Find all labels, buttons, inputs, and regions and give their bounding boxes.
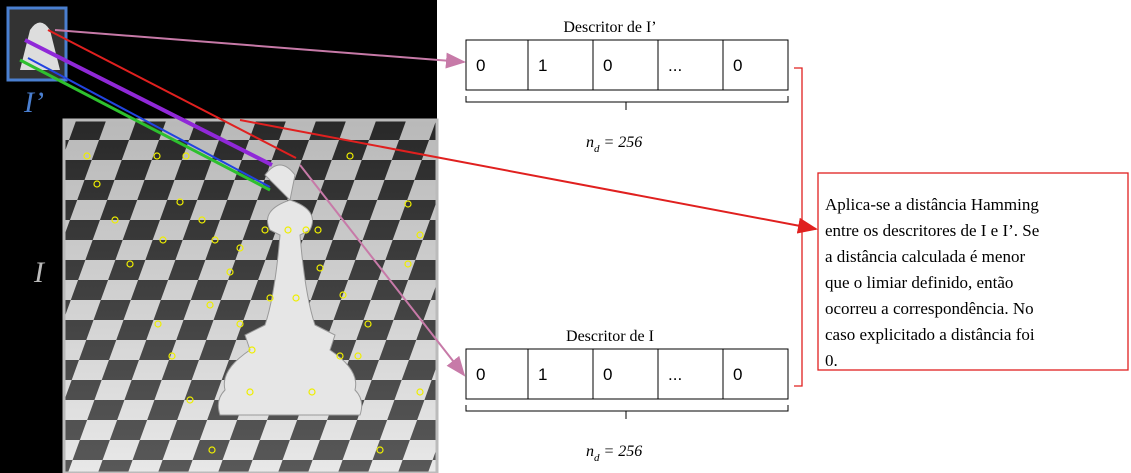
- size-base: n: [586, 134, 594, 151]
- note-line: a distância calculada é menor: [825, 247, 1025, 266]
- cell-value: 0: [476, 365, 485, 384]
- cell-value: 0: [603, 365, 612, 384]
- cell-value: 0: [733, 365, 742, 384]
- descriptor-size: nd = 256: [586, 443, 642, 464]
- note-line: que o limiar definido, então: [825, 273, 1013, 292]
- descriptor-size: nd = 256: [586, 134, 642, 155]
- small-image-label: I’: [23, 86, 44, 119]
- brace: [466, 405, 788, 419]
- brace: [466, 96, 788, 110]
- cell-value: 0: [603, 56, 612, 75]
- cell-value: 1: [538, 56, 547, 75]
- diagram: I’ I Descritor de I’010...0nd = 256 Desc…: [0, 0, 1131, 473]
- descriptor-title: Descritor de I’: [563, 19, 656, 36]
- cell-value: ...: [668, 365, 682, 384]
- cell-value: 0: [476, 56, 485, 75]
- note-text: Aplica-se a distância Hamming entre os de…: [825, 195, 1039, 370]
- size-rest: = 256: [600, 443, 643, 460]
- note-line: 0.: [825, 351, 838, 370]
- cell-value: 1: [538, 365, 547, 384]
- descriptor-title: Descritor de I: [566, 328, 654, 345]
- size-base: n: [586, 443, 594, 460]
- chessboard-shade: [64, 120, 437, 473]
- size-rest: = 256: [600, 134, 643, 151]
- descriptor-bottom: Descritor de I 0 1 0... 0 nd = 256: [466, 328, 788, 464]
- note-line: ocorreu a correspondência. No: [825, 299, 1034, 318]
- note-line: caso explicitado a distância foi: [825, 325, 1035, 344]
- cell-value: ...: [668, 56, 682, 75]
- descriptor-top: Descritor de I’ 0 1 0... 0 nd = 256: [466, 19, 788, 155]
- note-line: Aplica-se a distância Hamming: [825, 195, 1039, 214]
- note-line: entre os descritores de I e I’. Se: [825, 221, 1039, 240]
- cell-value: 0: [733, 56, 742, 75]
